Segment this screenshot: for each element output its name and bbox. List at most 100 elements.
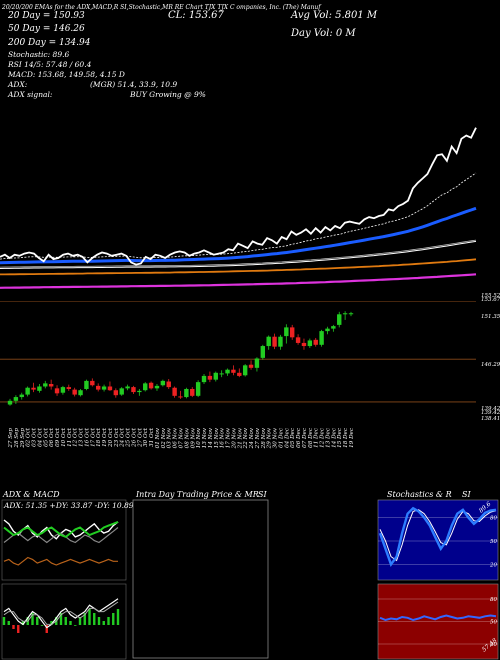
candle-body	[60, 387, 66, 393]
adx-signal-label: ADX signal:	[7, 90, 53, 99]
candle-body	[78, 390, 83, 396]
macd-lines	[2, 598, 120, 633]
candle-body	[143, 383, 148, 391]
day-volume-label: Day Vol: 0 M	[290, 28, 356, 39]
candle-body	[272, 336, 277, 347]
stoch-panel-title: Stochastics & R	[387, 490, 452, 499]
adx-panel	[1, 499, 127, 581]
date-tick-label: 01 Dec	[278, 427, 284, 448]
candle-body	[266, 336, 271, 347]
date-tick-label: 25 Oct	[126, 427, 132, 448]
date-tick-label: 08 Dec	[308, 427, 314, 448]
candle-body	[337, 314, 342, 325]
candle-body	[31, 387, 36, 390]
candle-body	[13, 397, 19, 401]
price-tag: 139.42	[481, 410, 500, 416]
price-tag: 138.41	[481, 416, 500, 422]
price-tag: 151.35	[481, 314, 500, 320]
date-tick-label: 31 Oct	[149, 427, 155, 447]
candle-body	[342, 313, 348, 315]
date-tick-label: 05 Dec	[290, 427, 296, 448]
candle-body	[237, 372, 242, 376]
date-tick-label: 10 Oct	[61, 427, 67, 447]
date-tick-label: 03 Nov	[167, 427, 173, 448]
candle-body	[119, 388, 124, 395]
date-tick-label: 19 Oct	[102, 427, 108, 447]
date-tick-label: 02 Nov	[161, 427, 167, 448]
mgr-label: (MGR) 51.4, 33.9, 10.9	[90, 80, 177, 89]
price-tag: 155.52	[481, 293, 500, 299]
candle-body	[242, 365, 248, 376]
date-tick-label: 30 Oct	[143, 427, 149, 447]
macd-histogram-bar	[112, 613, 115, 625]
ema-lines	[0, 127, 477, 289]
candle-body	[72, 389, 77, 395]
candle-body	[43, 383, 48, 387]
date-tick-label: 27 Nov	[255, 427, 261, 449]
price-tag: 146.29	[481, 362, 500, 368]
candle-body	[154, 385, 160, 389]
date-tick-label: 28 Sep	[14, 428, 20, 449]
date-tick-label: 01 Nov	[155, 427, 161, 448]
header-top-line: 20/20/200 EMAs for the ADX,MACD,R SI,Sto…	[1, 4, 322, 11]
candle-body	[19, 394, 24, 398]
candle-body	[48, 384, 54, 387]
candle-body	[166, 381, 171, 388]
close-price-label: CL: 153.67	[168, 10, 224, 21]
macd-histogram-bar	[21, 621, 25, 625]
candle-body	[213, 372, 218, 380]
macd-histogram-bar	[31, 613, 34, 625]
date-tick-label: 18 Dec	[343, 427, 349, 448]
date-tick-label: 11 Dec	[314, 427, 320, 448]
candle-body	[301, 342, 307, 347]
candle-body	[131, 387, 136, 393]
ema200-label: 200 Day = 134.94	[7, 38, 91, 48]
date-tick-label: 05 Oct	[43, 427, 49, 447]
candle-body	[231, 369, 236, 373]
candle-body	[195, 382, 201, 396]
candle-body	[307, 340, 313, 347]
macd-histogram-bar	[97, 617, 101, 625]
date-tick-label: 09 Oct	[55, 427, 61, 447]
macd-histogram-bar	[7, 621, 10, 625]
candle-body	[295, 337, 301, 343]
date-tick-label: 16 Nov	[220, 427, 226, 448]
adx-values: ADX: 51.35 +DY: 33.87 -DY: 10.89	[3, 501, 134, 510]
date-tick-label: 26 Oct	[131, 427, 137, 448]
stoch-tick-label: 50	[490, 539, 497, 545]
candle-body	[25, 387, 30, 395]
rsi-line	[379, 614, 497, 622]
date-tick-label: 28 Nov	[261, 427, 267, 449]
ema-magenta-line	[0, 273, 477, 289]
date-tick-label: 06 Nov	[173, 427, 179, 448]
macd-histogram-bar	[116, 609, 120, 625]
intraday-panel	[132, 499, 269, 659]
candle-body	[125, 386, 130, 389]
stoch-tick-label: 80	[490, 516, 497, 522]
candle-body	[248, 364, 254, 368]
macd-histogram-bar	[2, 617, 6, 625]
date-tick-label: 29 Sep	[20, 428, 26, 449]
candle-body	[319, 331, 324, 345]
candle-body	[90, 380, 95, 386]
date-tick-label: 27 Sep	[8, 428, 14, 449]
macd-label: MACD: 153.68, 149.58, 4.15 D	[7, 70, 125, 79]
date-tick-label: 14 Dec	[331, 427, 337, 448]
candle-body	[348, 313, 354, 315]
macd-histogram-bar	[12, 625, 15, 629]
date-tick-label: 22 Nov	[243, 427, 249, 449]
candlestick-series	[7, 311, 354, 406]
price-axis-labels: 155.52153.67151.35146.29139.42139.42138.…	[481, 293, 500, 422]
candle-body	[7, 400, 13, 405]
ema50-line	[0, 206, 477, 265]
date-tick-label: 20 Oct	[108, 427, 114, 448]
date-tick-label: 03 Oct	[32, 427, 38, 447]
macd-histogram-bar	[78, 617, 82, 625]
candle-body	[201, 375, 207, 383]
price-level-lines	[0, 301, 476, 403]
adx-minus-di-line	[3, 556, 118, 566]
candle-body	[54, 388, 60, 394]
date-tick-label: 18 Oct	[96, 427, 102, 447]
candle-body	[331, 326, 336, 329]
